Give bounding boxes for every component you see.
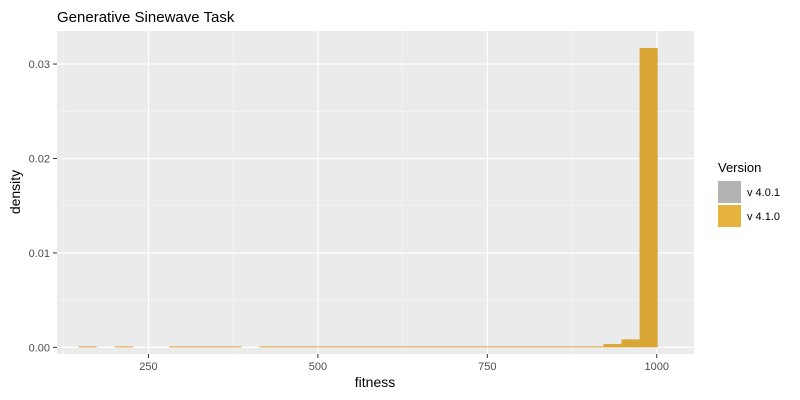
histogram-bars: [78, 48, 658, 348]
y-tick-label: 0.02: [29, 154, 50, 166]
x-tick-label: 250: [139, 361, 157, 373]
legend: Version v 4.0.1 v 4.1.0: [718, 160, 780, 227]
histogram-bar: [422, 346, 441, 348]
x-axis-ticks: 250 500 750 1000: [139, 354, 669, 373]
histogram-bar: [259, 346, 278, 348]
histogram-bar: [494, 346, 513, 348]
minor-gridlines: [57, 31, 694, 354]
y-tick-label: 0.00: [29, 342, 50, 354]
histogram-bar: [512, 346, 532, 348]
legend-key-v401: [718, 181, 741, 203]
histogram-bar: [331, 346, 351, 348]
histogram-bar: [440, 346, 459, 348]
histogram-bar: [169, 346, 188, 348]
x-tick-label: 500: [309, 361, 327, 373]
x-axis-title: fitness: [355, 374, 395, 390]
histogram-bar: [205, 346, 224, 348]
histogram-bar: [621, 339, 640, 348]
y-tick-label: 0.03: [29, 59, 50, 71]
histogram-bar: [114, 346, 133, 348]
histogram-bar: [295, 346, 314, 348]
histogram-bar: [476, 346, 495, 348]
x-tick-label: 750: [478, 361, 496, 373]
histogram-bar: [404, 346, 423, 348]
chart-title: Generative Sinewave Task: [57, 9, 235, 26]
histogram-bar: [78, 346, 97, 348]
legend-title: Version: [718, 160, 761, 175]
histogram-bar: [567, 346, 586, 348]
plot-panel: [57, 31, 694, 354]
histogram-bar: [223, 346, 242, 348]
histogram-bar: [368, 346, 387, 348]
y-axis-title: density: [7, 170, 23, 214]
histogram-bar: [350, 346, 369, 348]
legend-label-v401: v 4.0.1: [747, 187, 780, 199]
x-tick-label: 1000: [644, 361, 668, 373]
histogram-bar: [585, 346, 604, 348]
histogram-bar: [386, 346, 405, 348]
histogram-bar: [603, 344, 622, 348]
histogram-bar: [458, 346, 477, 348]
histogram-bar: [277, 346, 296, 348]
histogram-bar: [531, 346, 550, 348]
histogram-bar: [549, 346, 568, 348]
y-axis-ticks: 0.00 0.01 0.02 0.03: [29, 59, 57, 354]
histogram-bar: [639, 48, 658, 348]
y-tick-label: 0.01: [29, 248, 50, 260]
legend-label-v410: v 4.1.0: [747, 211, 780, 223]
histogram-bar: [187, 346, 206, 348]
legend-key-v410: [718, 205, 741, 227]
histogram-bar: [313, 346, 332, 348]
